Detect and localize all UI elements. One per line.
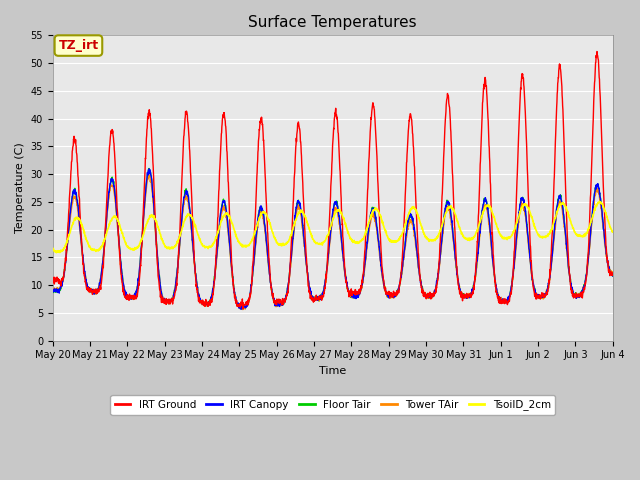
- Title: Surface Temperatures: Surface Temperatures: [248, 15, 417, 30]
- Y-axis label: Temperature (C): Temperature (C): [15, 143, 25, 233]
- X-axis label: Time: Time: [319, 366, 346, 376]
- Legend: IRT Ground, IRT Canopy, Floor Tair, Tower TAir, TsoilD_2cm: IRT Ground, IRT Canopy, Floor Tair, Towe…: [111, 396, 555, 415]
- Text: TZ_irt: TZ_irt: [58, 39, 99, 52]
